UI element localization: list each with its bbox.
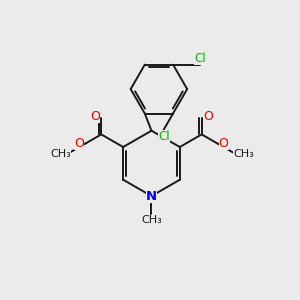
Text: Cl: Cl xyxy=(158,130,170,143)
Text: Cl: Cl xyxy=(194,52,206,64)
Text: N: N xyxy=(146,190,157,202)
Text: CH₃: CH₃ xyxy=(141,215,162,225)
Text: O: O xyxy=(203,110,213,123)
Text: CH₃: CH₃ xyxy=(50,149,71,160)
Text: O: O xyxy=(90,110,100,123)
Text: O: O xyxy=(74,137,84,150)
Text: CH₃: CH₃ xyxy=(233,149,254,160)
Text: O: O xyxy=(219,137,229,150)
